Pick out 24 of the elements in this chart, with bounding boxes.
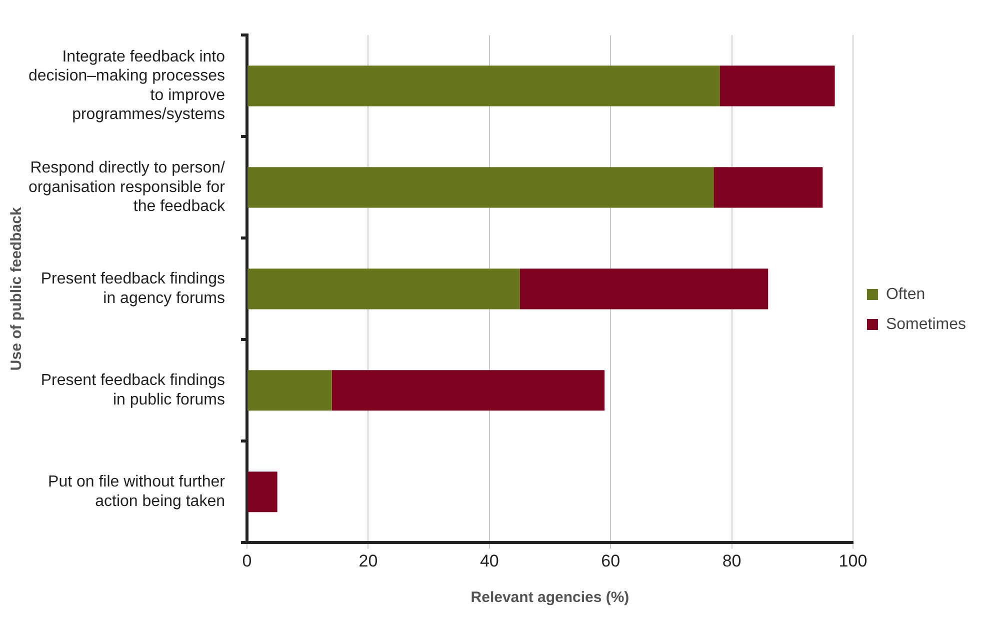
x-tick-label: 100 bbox=[838, 551, 868, 570]
bar bbox=[248, 66, 720, 106]
x-tick-label: 60 bbox=[601, 551, 620, 570]
y-tick-label: Put on file without further action being taken bbox=[48, 474, 226, 510]
x-tick-label: 40 bbox=[480, 551, 499, 570]
y-axis-title: Use of public feedback bbox=[8, 206, 26, 371]
bar bbox=[720, 66, 835, 106]
legend-label: Often bbox=[886, 286, 926, 303]
y-tick-label: Integrate feedback into decision–making processes to improve programmes/systems bbox=[28, 48, 226, 124]
y-tick-label: Present feedback findings in public forums bbox=[40, 372, 225, 408]
x-tick-label: 20 bbox=[358, 551, 378, 570]
bar bbox=[248, 167, 714, 208]
bar bbox=[714, 167, 823, 208]
bar bbox=[248, 472, 278, 512]
y-tick-label: Present feedback findings in agency forums bbox=[40, 270, 225, 307]
x-axis-title: Relevant agencies (%) bbox=[470, 589, 630, 606]
legend-label: Sometimes bbox=[886, 316, 966, 333]
bar bbox=[332, 370, 605, 411]
bar bbox=[248, 370, 332, 411]
y-tick-label: Respond directly to person/ organisation responsible for the feedback bbox=[28, 160, 226, 216]
bar bbox=[520, 268, 768, 310]
x-tick-label: 80 bbox=[722, 551, 742, 570]
x-tick-label: 0 bbox=[242, 551, 252, 570]
bar bbox=[248, 268, 520, 310]
